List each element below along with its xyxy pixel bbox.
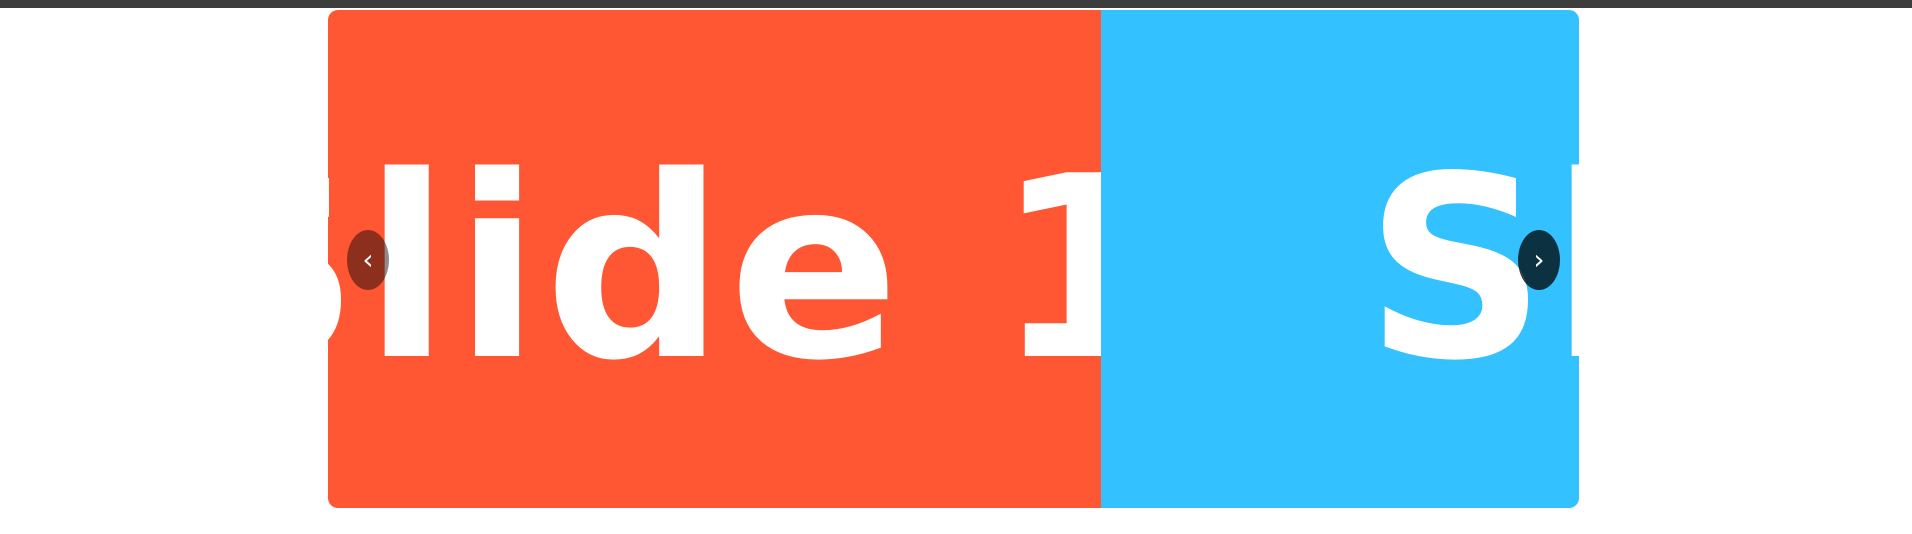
chevron-left-icon: ‹ [362,243,374,276]
top-bar [0,0,1912,8]
chevron-right-icon: › [1533,243,1545,276]
carousel[interactable]: Slide 1 Slide 2 [328,10,1579,508]
slide-1-label: Slide 1 [328,123,1101,416]
next-slide-button[interactable]: › [1518,230,1560,290]
slide-1: Slide 1 [328,10,1101,508]
slide-2: Slide 2 [1101,10,1579,508]
prev-slide-button[interactable]: ‹ [347,230,389,290]
